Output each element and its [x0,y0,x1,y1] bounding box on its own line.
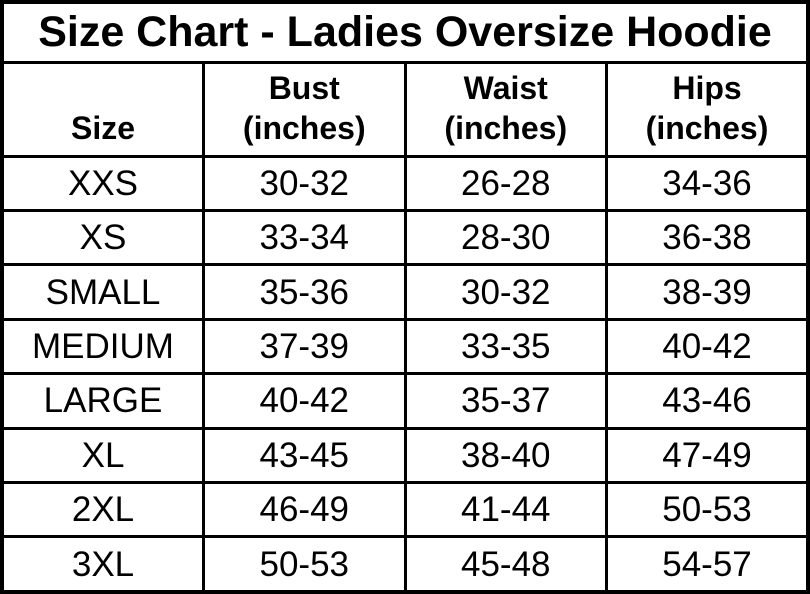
cell-waist: 38-40 [403,426,608,484]
cell-hips: 40-42 [605,317,810,376]
column-header-size-label: Size [70,109,136,146]
column-header-waist: Waist (inches) [403,60,608,158]
cell-bust: 35-36 [202,263,407,321]
cell-size: XXS [0,154,205,212]
table-row-xl: XL 43-45 38-40 47-49 [0,426,810,484]
cell-size: 3XL [0,535,205,594]
table-row-xs: XS 33-34 28-30 36-38 [0,208,810,267]
column-header-bust-unit: (inches) [242,109,366,146]
column-header-bust-label: Bust [268,69,340,106]
cell-size: MEDIUM [0,317,205,376]
chart-title: Size Chart - Ladies Oversize Hoodie [0,0,810,64]
cell-size: 2XL [0,480,205,539]
cell-size: XS [0,208,205,267]
column-header-hips-label: Hips [672,69,742,106]
column-header-hips: Hips (inches) [605,60,810,158]
table-row-3xl: 3XL 50-53 45-48 54-57 [0,535,810,594]
cell-size: LARGE [0,372,205,430]
cell-waist: 30-32 [403,263,608,321]
cell-hips: 50-53 [605,480,810,539]
cell-bust: 33-34 [202,208,407,267]
cell-hips: 36-38 [605,208,810,267]
title-row: Size Chart - Ladies Oversize Hoodie [0,0,810,64]
column-header-bust: Bust (inches) [202,60,407,158]
cell-waist: 28-30 [403,208,608,267]
cell-size: SMALL [0,263,205,321]
table-row-large: LARGE 40-42 35-37 43-46 [0,372,810,430]
cell-bust: 50-53 [202,535,407,594]
cell-bust: 40-42 [202,372,407,430]
table-row-2xl: 2XL 46-49 41-44 50-53 [0,480,810,539]
cell-size: XL [0,426,205,484]
cell-hips: 43-46 [605,372,810,430]
cell-bust: 37-39 [202,317,407,376]
cell-bust: 30-32 [202,154,407,212]
column-header-waist-label: Waist [463,69,548,106]
column-header-size: Size [0,60,205,158]
cell-bust: 46-49 [202,480,407,539]
cell-waist: 26-28 [403,154,608,212]
cell-waist: 33-35 [403,317,608,376]
table-row-small: SMALL 35-36 30-32 38-39 [0,263,810,321]
cell-waist: 41-44 [403,480,608,539]
table-row-xxs: XXS 30-32 26-28 34-36 [0,154,810,212]
column-header-waist-unit: (inches) [444,109,568,146]
column-header-hips-unit: (inches) [645,109,769,146]
cell-hips: 34-36 [605,154,810,212]
cell-hips: 47-49 [605,426,810,484]
cell-hips: 54-57 [605,535,810,594]
cell-hips: 38-39 [605,263,810,321]
cell-waist: 35-37 [403,372,608,430]
header-row: Size Bust (inches) Waist (inches) Hips (… [0,60,810,158]
cell-waist: 45-48 [403,535,608,594]
table-row-medium: MEDIUM 37-39 33-35 40-42 [0,317,810,376]
cell-bust: 43-45 [202,426,407,484]
